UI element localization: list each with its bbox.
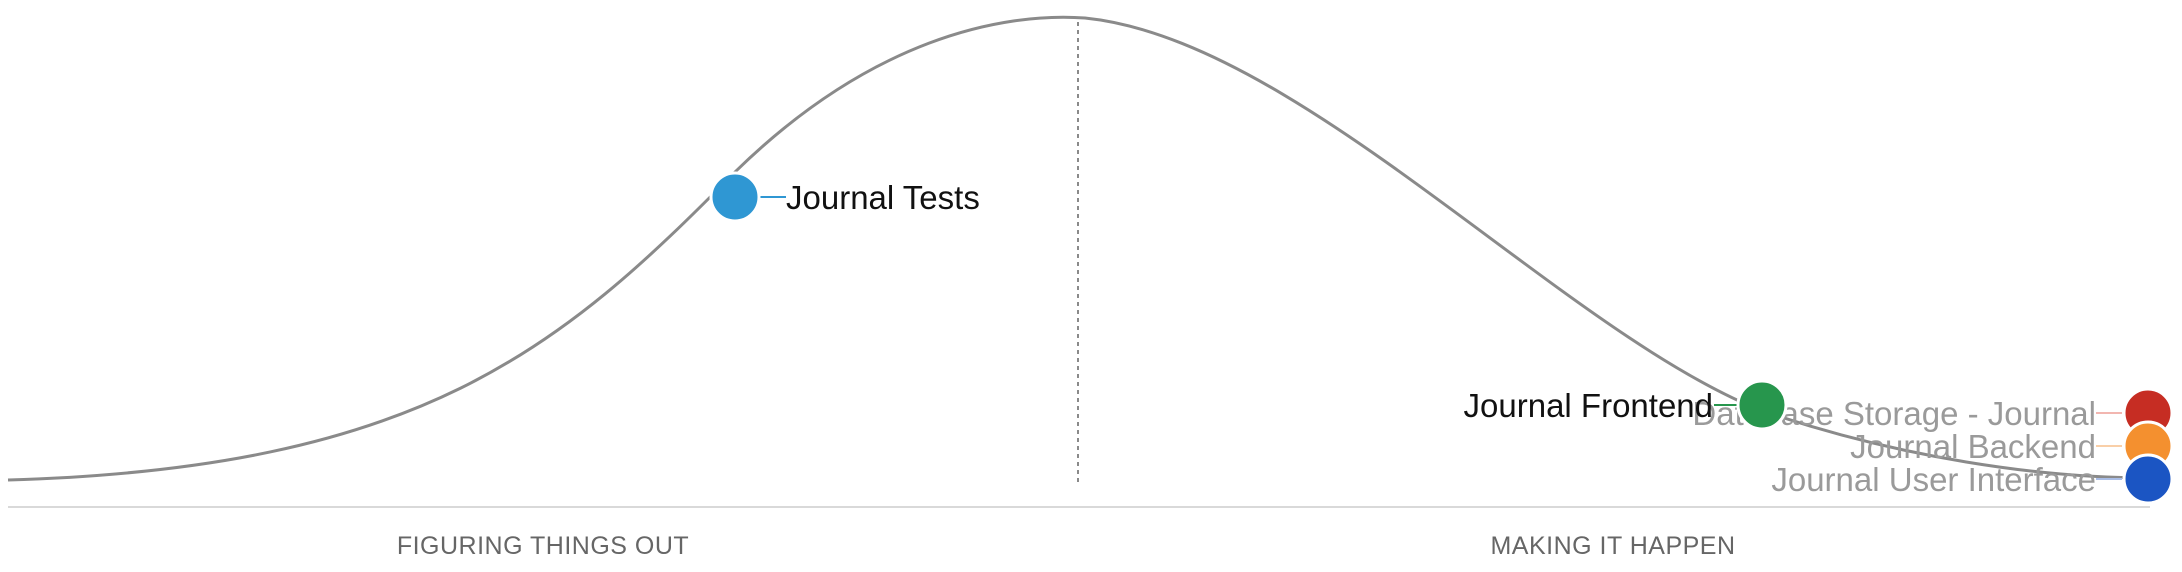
scope-label: Journal User Interface: [1771, 461, 2096, 498]
scope-label: Journal Frontend: [1464, 387, 1713, 424]
phase-label-left: FIGURING THINGS OUT: [397, 532, 689, 560]
phase-label-right: MAKING IT HAPPEN: [1490, 532, 1735, 560]
scope-journal-frontend[interactable]: Journal Frontend: [1464, 379, 1788, 431]
scope-dot[interactable]: [1736, 379, 1788, 431]
scope-dot[interactable]: [709, 171, 761, 223]
hill-curve: [7, 15, 2151, 482]
scope-journal-tests[interactable]: Journal Tests: [709, 171, 980, 223]
scope-journal-user-interface[interactable]: Journal User Interface: [1771, 453, 2174, 505]
scope-label: Journal Tests: [786, 179, 980, 216]
scope-dot[interactable]: [2122, 453, 2174, 505]
scope-label: Journal Backend: [1850, 428, 2096, 465]
